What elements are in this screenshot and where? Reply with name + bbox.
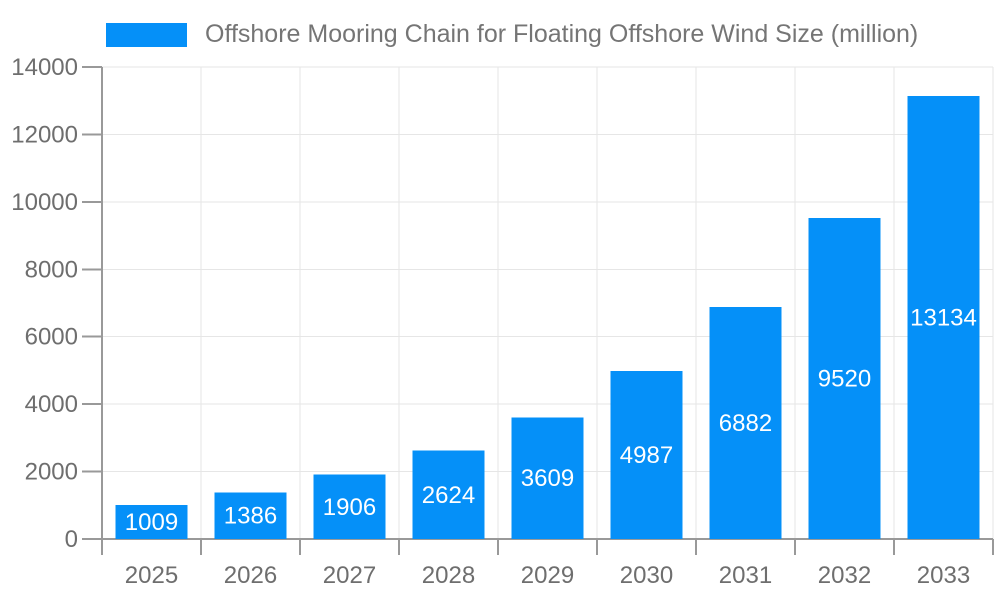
bar-2027[interactable] [313,474,386,539]
x-axis-label-2031: 2031 [719,562,772,589]
bar-2026[interactable] [214,492,287,539]
bar-value-label: 1906 [323,494,376,521]
chart-legend-item[interactable]: Offshore Mooring Chain for Floating Offs… [106,22,918,47]
bar-2032[interactable] [808,218,881,540]
bar-2029[interactable] [511,417,584,539]
bar-value-label: 6882 [719,410,772,437]
bar-value-label: 4987 [620,442,673,469]
x-axis-label-2027: 2027 [323,562,376,589]
bar-value-label: 1386 [224,503,277,530]
bar-value-label: 3609 [521,465,574,492]
y-tick-label: 0 [65,526,78,553]
y-tick-label: 4000 [25,391,78,418]
bar-2025[interactable] [115,504,188,539]
x-axis-label-2029: 2029 [521,562,574,589]
x-axis-label-2026: 2026 [224,562,277,589]
y-tick-label: 10000 [11,189,78,216]
y-tick-label: 12000 [11,121,78,148]
x-axis-label-2028: 2028 [422,562,475,589]
x-axis-label-2032: 2032 [818,562,871,589]
legend-swatch [106,22,187,47]
y-tick-label: 2000 [25,459,78,486]
bar-2031[interactable] [709,306,782,539]
x-axis-label-2025: 2025 [125,562,178,589]
bar-value-label: 13134 [910,305,977,332]
y-tick-label: 8000 [25,256,78,283]
x-axis-label-2033: 2033 [917,562,970,589]
bar-2028[interactable] [412,450,485,539]
x-axis-label-2030: 2030 [620,562,673,589]
y-tick-label: 6000 [25,324,78,351]
bar-2030[interactable] [610,370,683,539]
legend-label: Offshore Mooring Chain for Floating Offs… [205,20,919,48]
bar-value-label: 1009 [125,509,178,536]
bar-value-label: 2624 [422,482,475,509]
y-tick-label: 14000 [11,54,78,81]
bar-2033[interactable] [907,96,980,540]
bar-value-label: 9520 [818,366,871,393]
